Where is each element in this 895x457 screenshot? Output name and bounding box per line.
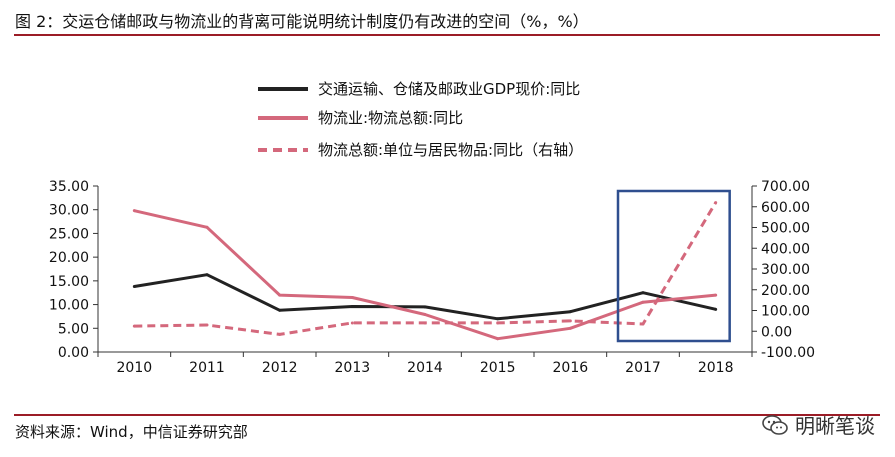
legend-label-2: 物流业:物流总额:同比 bbox=[318, 109, 463, 127]
chart-axes: 0.00 5.00 10.00 15.00 20.00 25.00 30.00 35.00 -1… bbox=[49, 179, 815, 376]
watermark-text: 明晰笔谈 bbox=[795, 414, 875, 438]
source-divider bbox=[14, 414, 880, 416]
series-1-point bbox=[496, 317, 500, 321]
series-1-point bbox=[205, 273, 209, 277]
series-3-point bbox=[423, 321, 427, 325]
right-tick-label: 700.00 bbox=[761, 179, 810, 195]
chart-legend: 交通运输、仓储及邮政业GDP现价:同比物流业:物流总额:同比物流总额:单位与居民… bbox=[258, 80, 583, 159]
series-1-point bbox=[568, 310, 572, 314]
series-1-point bbox=[714, 307, 718, 311]
series-3-point bbox=[714, 201, 718, 205]
chart: 交通运输、仓储及邮政业GDP现价:同比物流业:物流总额:同比物流总额:单位与居民… bbox=[49, 80, 815, 376]
x-tick-label: 2013 bbox=[335, 360, 371, 376]
series-1-point bbox=[423, 305, 427, 309]
left-tick-label: 5.00 bbox=[58, 321, 89, 337]
right-tick-label: -100.00 bbox=[761, 345, 815, 361]
right-tick-label: 300.00 bbox=[761, 262, 810, 278]
right-tick-label: 100.00 bbox=[761, 304, 810, 320]
series-3-point bbox=[205, 323, 209, 327]
left-tick-label: 35.00 bbox=[49, 179, 89, 195]
series-2-point bbox=[132, 209, 136, 213]
right-tick-label: 0.00 bbox=[761, 324, 792, 340]
right-tick-label: 400.00 bbox=[761, 241, 810, 257]
series-3-point bbox=[132, 324, 136, 328]
title-divider bbox=[14, 34, 880, 36]
series-2-point bbox=[278, 293, 282, 297]
series-2-point bbox=[496, 337, 500, 341]
right-tick-label: 500.00 bbox=[761, 221, 810, 237]
x-tick-label: 2016 bbox=[553, 360, 589, 376]
series-2-point bbox=[350, 295, 354, 299]
series-1-point bbox=[350, 304, 354, 308]
left-tick-label: 15.00 bbox=[49, 274, 89, 290]
series-2-point bbox=[205, 225, 209, 229]
left-tick-label: 20.00 bbox=[49, 250, 89, 266]
x-tick-label: 2010 bbox=[117, 360, 153, 376]
series-3-point bbox=[568, 319, 572, 323]
highlight-box bbox=[616, 189, 731, 343]
series-1-point bbox=[278, 308, 282, 312]
left-tick-label: 10.00 bbox=[49, 298, 89, 314]
x-tick-label: 2012 bbox=[262, 360, 298, 376]
series-3-point bbox=[350, 321, 354, 325]
right-tick-label: 200.00 bbox=[761, 283, 810, 299]
series-3-point bbox=[496, 321, 500, 325]
legend-label-1: 交通运输、仓储及邮政业GDP现价:同比 bbox=[318, 80, 580, 98]
series-2-point bbox=[714, 293, 718, 297]
left-tick-label: 30.00 bbox=[49, 203, 89, 219]
left-tick-label: 0.00 bbox=[58, 345, 89, 361]
chart-series bbox=[132, 201, 718, 341]
series-1-point bbox=[641, 291, 645, 295]
right-tick-label: 600.00 bbox=[761, 200, 810, 216]
series-1-point bbox=[132, 285, 136, 289]
x-tick-label: 2015 bbox=[480, 360, 516, 376]
x-tick-label: 2011 bbox=[189, 360, 225, 376]
x-tick-label: 2014 bbox=[407, 360, 443, 376]
figure-title: 图 2：交运仓储邮政与物流业的背离可能说明统计制度仍有改进的空间（%，%） bbox=[15, 12, 589, 31]
x-tick-label: 2017 bbox=[625, 360, 661, 376]
series-2-point bbox=[568, 326, 572, 330]
chart-overlay bbox=[616, 189, 731, 343]
left-tick-label: 25.00 bbox=[49, 226, 89, 242]
series-3-point bbox=[278, 332, 282, 336]
series-2-point bbox=[423, 313, 427, 317]
watermark: 明晰笔谈 bbox=[761, 410, 875, 439]
source-note: 资料来源：Wind，中信证券研究部 bbox=[15, 423, 248, 441]
series-line-2 bbox=[133, 209, 716, 341]
series-line-1 bbox=[134, 273, 717, 321]
legend-label-3: 物流总额:单位与居民物品:同比（右轴） bbox=[318, 141, 583, 159]
series-2-point bbox=[641, 300, 645, 304]
wechat-icon bbox=[762, 414, 788, 435]
series-3-point bbox=[641, 322, 645, 326]
x-tick-label: 2018 bbox=[698, 360, 734, 376]
